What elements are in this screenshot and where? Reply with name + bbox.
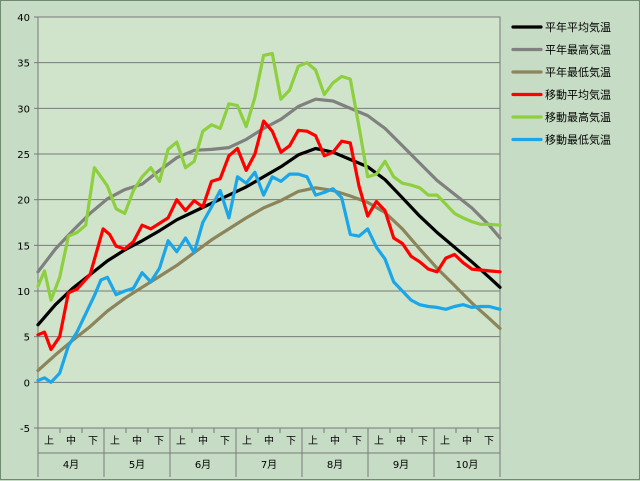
x-tick-label: 中 bbox=[132, 434, 142, 447]
month-label: 6月 bbox=[195, 459, 211, 471]
y-tick-label: 15 bbox=[17, 241, 30, 252]
x-tick-label: 下 bbox=[484, 436, 494, 447]
x-tick-label: 中 bbox=[66, 434, 76, 447]
month-label: 9月 bbox=[393, 459, 409, 471]
month-label: 8月 bbox=[327, 459, 343, 471]
x-tick-label: 上 bbox=[110, 435, 120, 447]
y-tick-label: 0 bbox=[24, 378, 30, 389]
y-tick-label: 5 bbox=[24, 333, 30, 344]
y-tick-label: 40 bbox=[17, 13, 30, 24]
x-tick-label: 中 bbox=[396, 434, 406, 447]
plot-area bbox=[37, 16, 501, 429]
series-line bbox=[36, 146, 502, 327]
legend-label: 平年最低気温 bbox=[545, 65, 611, 79]
x-tick-label: 下 bbox=[286, 436, 296, 447]
legend-label: 移動最低気温 bbox=[545, 133, 611, 147]
y-tick-label: 20 bbox=[17, 196, 30, 207]
series-line bbox=[36, 170, 502, 384]
x-tick-label: 下 bbox=[352, 436, 362, 447]
month-label: 7月 bbox=[261, 459, 277, 471]
legend-label: 移動最高気温 bbox=[545, 110, 611, 124]
legend-label: 平年平均気温 bbox=[545, 20, 611, 34]
x-tick-label: 中 bbox=[198, 434, 208, 447]
x-tick-label: 下 bbox=[154, 436, 164, 447]
x-tick-label: 中 bbox=[264, 434, 274, 447]
x-tick-label: 上 bbox=[176, 435, 186, 447]
y-tick-label: 10 bbox=[17, 287, 30, 298]
y-tick-label: 25 bbox=[17, 150, 30, 161]
x-tick-label: 上 bbox=[440, 435, 450, 447]
x-tick-label: 上 bbox=[374, 435, 384, 447]
legend-label: 移動平均気温 bbox=[545, 88, 611, 102]
y-tick-label: 35 bbox=[17, 59, 30, 70]
series-line bbox=[36, 51, 502, 302]
x-tick-label: 中 bbox=[462, 434, 472, 447]
x-tick-label: 上 bbox=[242, 435, 252, 447]
x-tick-label: 上 bbox=[44, 435, 54, 447]
month-label: 4月 bbox=[63, 459, 79, 471]
legend-label: 平年最高気温 bbox=[545, 43, 611, 57]
series-line bbox=[36, 119, 502, 352]
x-tick-label: 下 bbox=[88, 436, 98, 447]
x-tick-label: 下 bbox=[418, 436, 428, 447]
month-label: 5月 bbox=[129, 459, 145, 471]
x-tick-label: 下 bbox=[220, 436, 230, 447]
y-tick-label: 30 bbox=[17, 104, 30, 115]
month-label: 10月 bbox=[456, 459, 479, 471]
series-line bbox=[36, 186, 502, 373]
y-tick-label: -5 bbox=[20, 424, 30, 435]
series-line bbox=[36, 97, 502, 274]
x-tick-label: 上 bbox=[308, 435, 318, 447]
x-tick-label: 中 bbox=[330, 434, 340, 447]
